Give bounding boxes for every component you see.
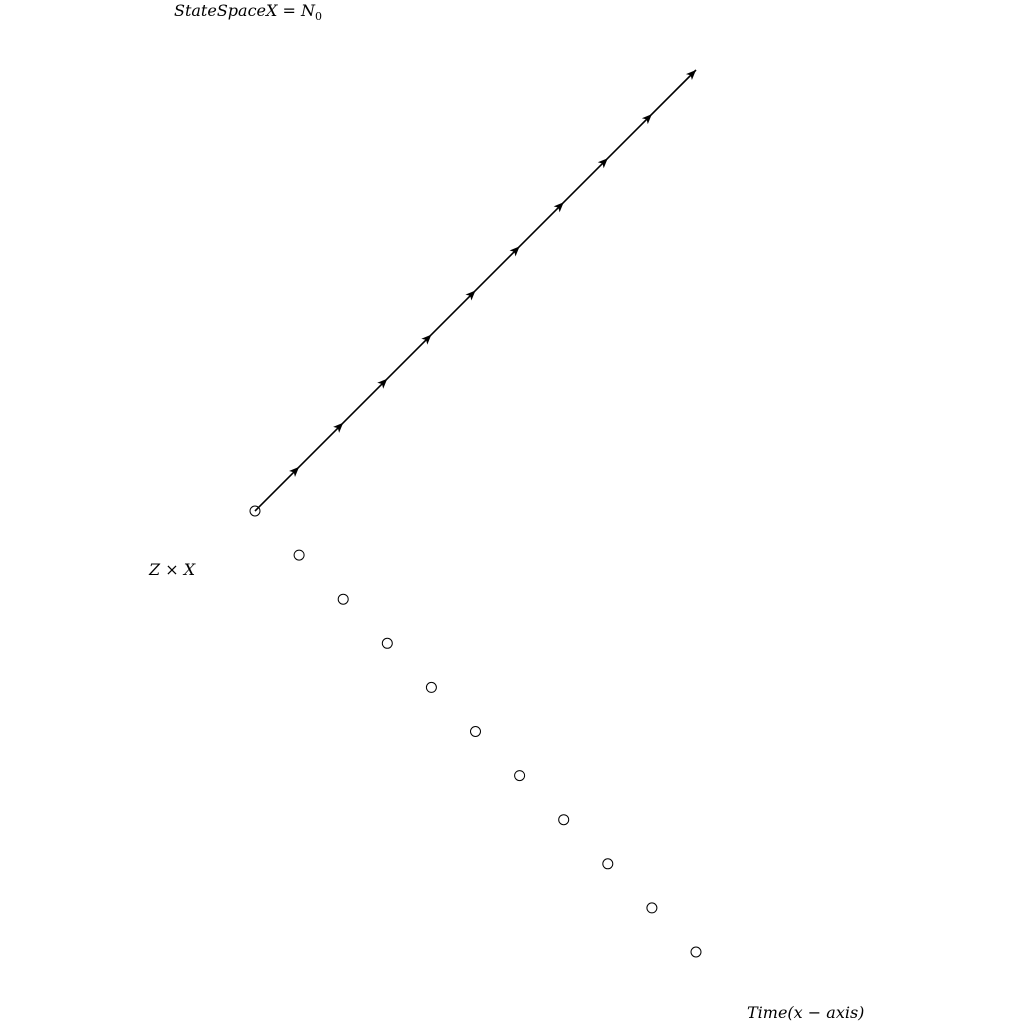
arrowhead	[553, 202, 564, 213]
orbit-point	[293, 549, 305, 561]
orbit-point	[558, 814, 570, 826]
arrowhead	[421, 334, 432, 345]
time-axis-label: Time(x − axis)	[747, 1003, 864, 1022]
orbit-point	[337, 593, 349, 605]
orbit-point	[249, 505, 261, 517]
orbit-point	[602, 858, 614, 870]
arrowhead	[597, 158, 608, 169]
arrowhead	[289, 466, 300, 477]
orbit-point	[514, 770, 526, 782]
arrowhead	[377, 378, 388, 389]
orbit-point	[470, 726, 481, 737]
arrowhead	[509, 246, 520, 257]
product-space-label: Z × X	[148, 560, 196, 579]
arrowhead	[465, 290, 476, 301]
orbit-point	[690, 946, 702, 958]
arrowhead	[641, 114, 652, 125]
arrowhead	[333, 422, 344, 433]
trajectory-arrows	[254, 69, 697, 512]
arrowhead	[685, 70, 696, 81]
state-space-label: StateSpaceX = N0	[174, 1, 322, 23]
orbit-point	[381, 637, 393, 649]
orbit-point	[646, 902, 658, 914]
orbit-points	[249, 505, 702, 958]
orbit-point	[425, 681, 437, 693]
